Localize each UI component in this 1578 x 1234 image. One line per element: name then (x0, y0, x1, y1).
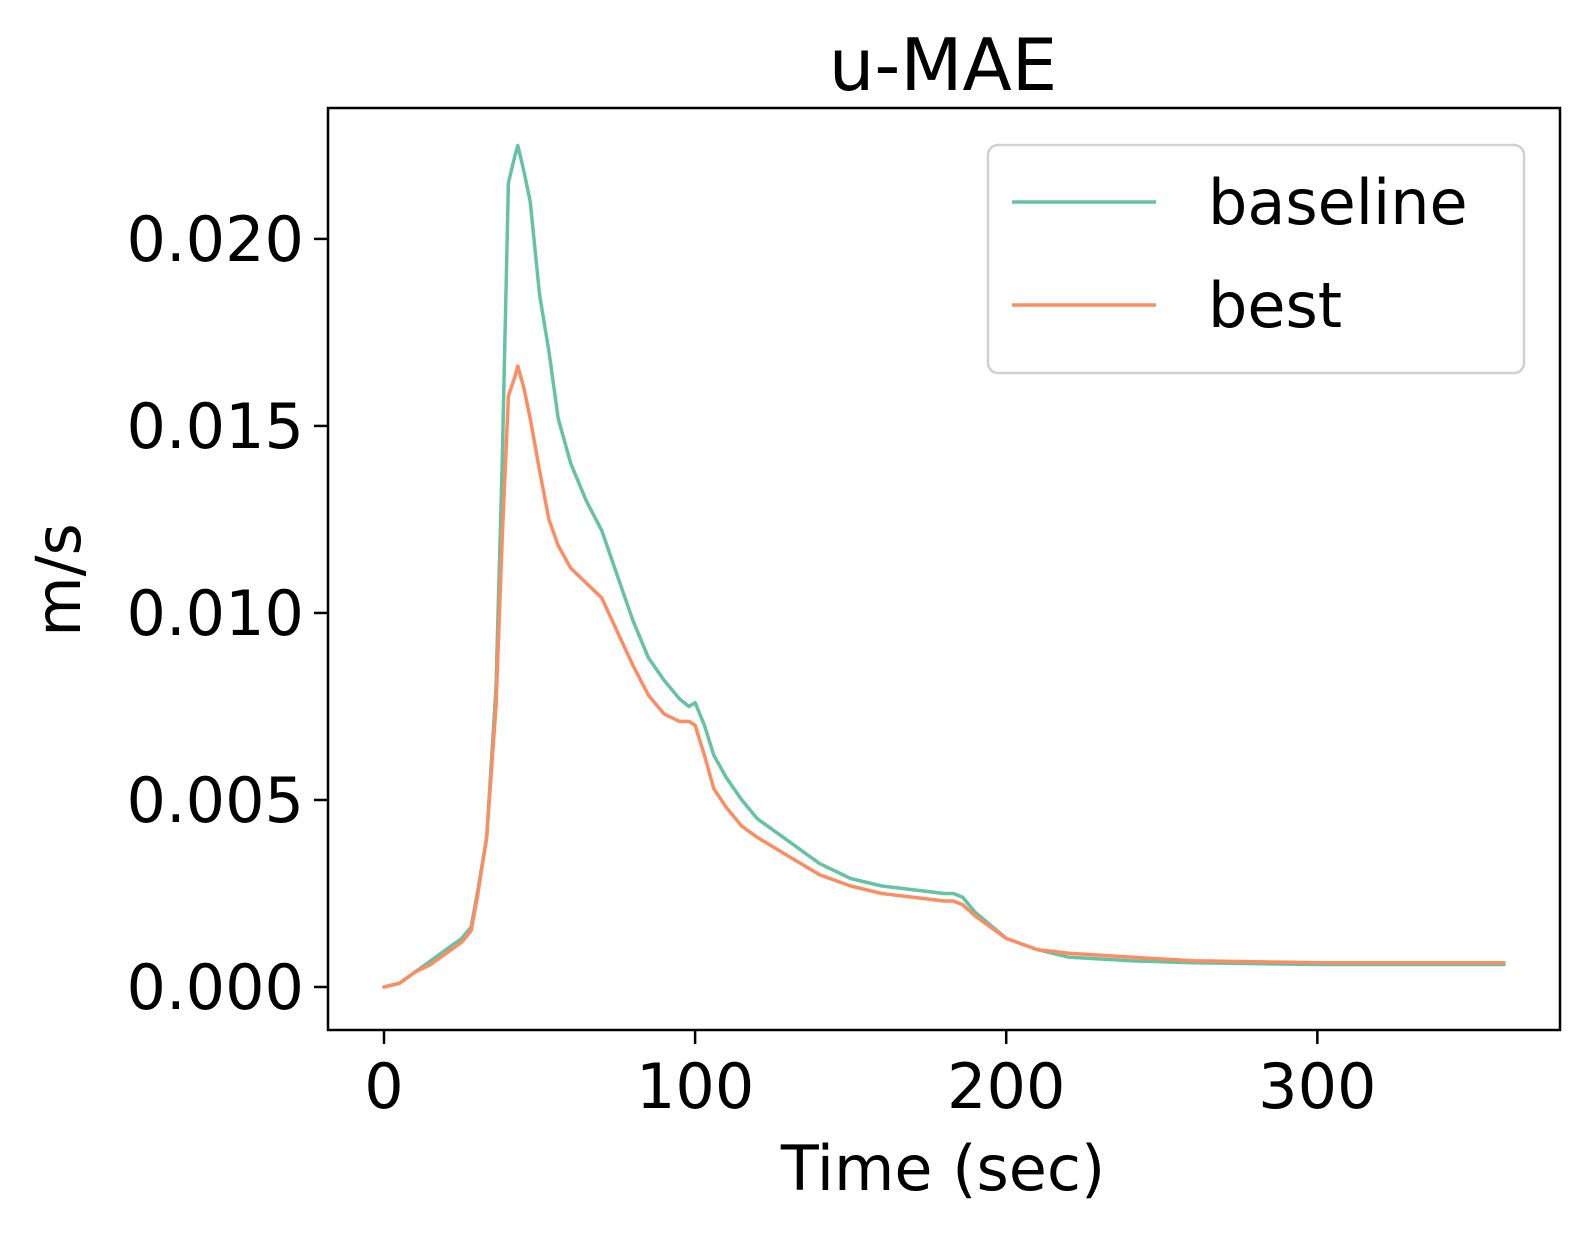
legend-label-best: best (1208, 269, 1342, 342)
y-tick-label: 0.000 (127, 951, 305, 1024)
y-axis-label: m/s (22, 523, 95, 637)
y-tick-label: 0.010 (127, 577, 305, 650)
legend-label-baseline: baseline (1208, 166, 1468, 239)
chart-title: u-MAE (829, 23, 1057, 107)
y-tick-label: 0.015 (127, 390, 305, 463)
y-axis: 0.000 0.005 0.010 0.015 0.020 (127, 203, 329, 1024)
x-tick-label: 100 (636, 1050, 754, 1123)
y-tick-label: 0.020 (127, 203, 305, 276)
x-tick-label: 200 (947, 1050, 1065, 1123)
legend: baseline best (988, 145, 1524, 373)
x-axis-label: Time (sec) (780, 1132, 1105, 1205)
x-tick-label: 300 (1258, 1050, 1376, 1123)
y-tick-label: 0.005 (127, 764, 305, 837)
x-axis: 0 100 200 300 (364, 1030, 1376, 1123)
x-tick-label: 0 (364, 1050, 403, 1123)
